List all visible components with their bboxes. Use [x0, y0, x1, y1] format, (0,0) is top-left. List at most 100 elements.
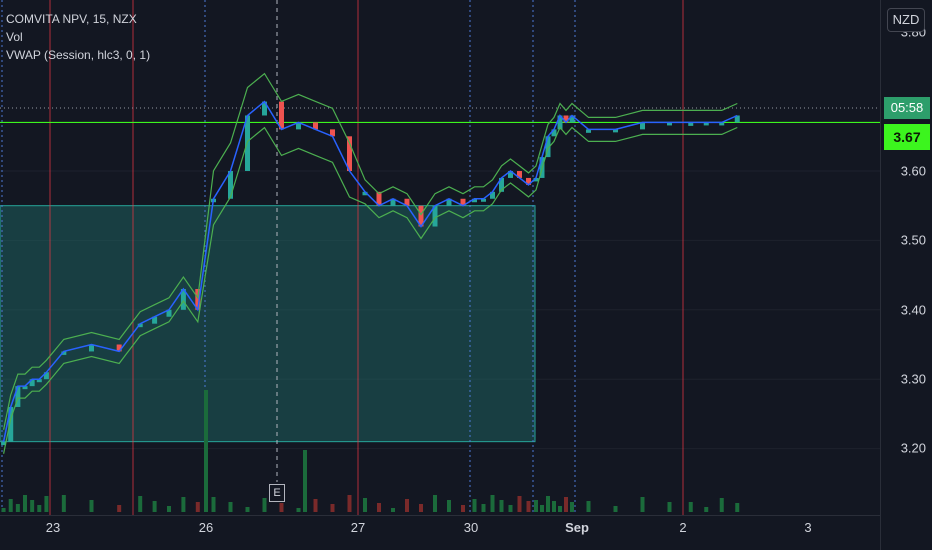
volume-bar: [15, 504, 20, 512]
bar-countdown-label: 05:58: [884, 97, 930, 119]
volume-bar: [377, 503, 381, 512]
volume-bar: [181, 497, 186, 512]
volume-bar: [558, 506, 562, 512]
time-tick: 26: [198, 520, 214, 535]
volume-bar: [30, 500, 35, 512]
candle: [228, 171, 233, 199]
volume-bar: [363, 498, 367, 512]
time-axis[interactable]: [0, 515, 880, 550]
volume-bar: [347, 495, 352, 512]
volume-bar: [138, 496, 143, 512]
volume-bar: [279, 503, 284, 512]
volume-bar: [517, 496, 522, 512]
vwap-lower-band: [3, 126, 738, 454]
volume-bar: [719, 498, 724, 512]
vwap-indicator-label[interactable]: VWAP (Session, hlc3, 0, 1): [6, 48, 151, 62]
volume-bar: [667, 502, 672, 512]
volume-bar: [211, 497, 216, 512]
candle: [89, 344, 94, 352]
chart-area[interactable]: COMVITA NPV, 15, NZX Vol VWAP (Session, …: [0, 0, 880, 515]
volume-bar: [1, 508, 6, 512]
earnings-marker[interactable]: E: [269, 484, 285, 502]
candle: [526, 177, 531, 185]
volume-bar: [540, 505, 544, 512]
candle: [563, 115, 569, 123]
candle: [508, 171, 513, 178]
vwap-upper-band: [3, 72, 738, 430]
volume-bar: [195, 502, 200, 512]
candle: [8, 406, 14, 442]
candle: [551, 129, 557, 137]
candle: [446, 198, 452, 206]
candle: [557, 115, 563, 130]
candle: [734, 115, 740, 123]
volume-bar: [461, 505, 465, 512]
candle: [569, 115, 575, 123]
candle: [390, 198, 396, 206]
currency-button[interactable]: NZD: [887, 8, 925, 32]
volume-bar: [499, 500, 504, 512]
candle: [460, 198, 466, 206]
candle: [586, 129, 591, 133]
volume-bar: [405, 499, 409, 512]
volume-bar: [330, 504, 335, 512]
candle: [61, 351, 67, 355]
candle: [166, 309, 172, 317]
candle: [533, 177, 539, 182]
price-axis[interactable]: 3.80 3.60 3.50 3.40 3.30 3.20: [880, 0, 932, 550]
volume-bar: [296, 508, 301, 512]
volume-bar: [586, 501, 591, 512]
candle: [613, 129, 618, 133]
price-tick: 3.60: [900, 163, 926, 179]
candle: [116, 344, 122, 352]
candle: [418, 205, 424, 227]
candle: [22, 386, 28, 390]
volume-bar: [303, 450, 307, 512]
volume-bar: [89, 500, 94, 512]
volume-bar: [447, 500, 451, 512]
candle: [703, 122, 709, 126]
candle: [137, 323, 143, 328]
price-tick: 3.30: [900, 371, 926, 387]
candle: [481, 198, 486, 202]
candle: [180, 288, 186, 310]
time-tick: 27: [350, 520, 366, 535]
candle: [640, 122, 645, 130]
symbol-title[interactable]: COMVITA NPV, 15, NZX: [6, 12, 137, 26]
volume-bar: [44, 496, 49, 512]
chart-legend: COMVITA NPV, 15, NZX Vol VWAP (Session, …: [6, 10, 150, 64]
candle: [499, 177, 504, 192]
volume-bar: [546, 496, 550, 512]
volume-bar: [526, 501, 531, 512]
candle: [330, 129, 335, 137]
candle: [195, 288, 201, 310]
volume-bar: [391, 508, 395, 512]
volume-bar: [313, 499, 318, 512]
price-tick: 3.50: [900, 232, 926, 248]
candle: [296, 122, 301, 130]
volume-bar: [735, 503, 740, 512]
price-chart[interactable]: [0, 0, 880, 515]
time-tick: 30: [463, 520, 479, 535]
volume-bar: [570, 502, 574, 512]
volume-bar: [704, 507, 709, 512]
last-price-label: 3.67: [884, 124, 930, 150]
volume-indicator-label[interactable]: Vol: [6, 30, 23, 44]
volume-bar: [61, 495, 66, 512]
candle: [545, 136, 551, 158]
time-tick-month: Sep: [565, 520, 589, 535]
price-tick: 3.40: [900, 302, 926, 318]
candle: [719, 122, 725, 126]
volume-bar: [472, 499, 477, 512]
volume-bar: [433, 495, 437, 512]
volume-bar: [37, 505, 42, 512]
volume-bar: [688, 502, 693, 512]
candle: [29, 379, 35, 387]
volume-bar: [534, 500, 538, 512]
volume-bar: [564, 497, 568, 512]
candle: [432, 205, 438, 227]
candle: [43, 372, 49, 380]
candle: [279, 101, 284, 130]
volume-bar: [23, 495, 27, 512]
volume-bar: [228, 502, 233, 512]
